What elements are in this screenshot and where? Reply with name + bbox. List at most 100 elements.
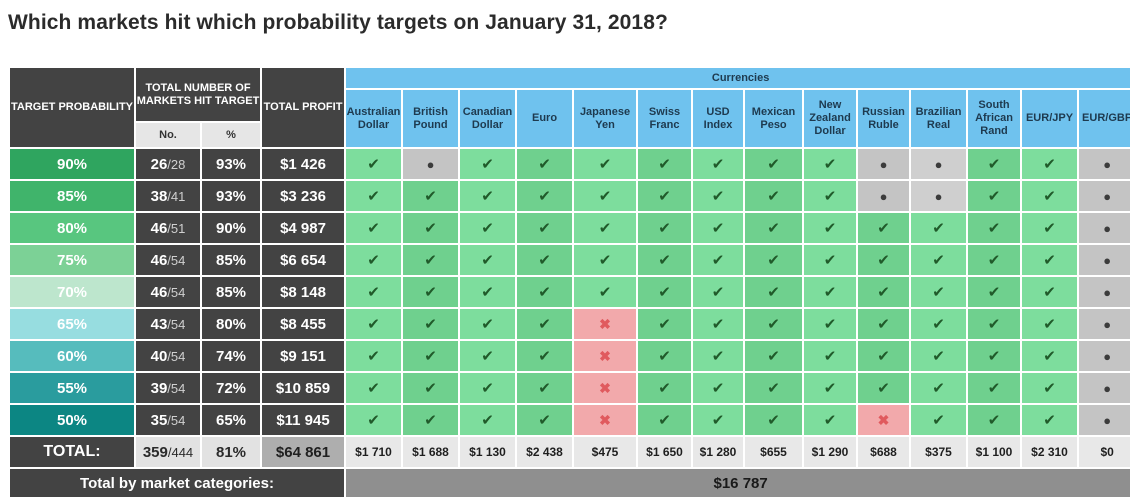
target-probability-cell: 75%	[8, 243, 136, 277]
currency-status-cell-euro: ✔	[515, 243, 575, 277]
currency-status-cell-australian-dollar: ✔	[344, 275, 404, 309]
currency-status-cell-eur-gbp: ●	[1077, 243, 1130, 277]
total-profit-cell: $11 945	[260, 403, 347, 437]
check-icon: ✔	[367, 348, 380, 365]
table-row: 50% 35/54 65% $11 945 ✔ ✔ ✔ ✔ ✖ ✔ ✔ ✔ ✔ ✖ ✔ ✔ ✔ ●	[8, 403, 1130, 437]
currency-status-cell-south-african-rand: ✔	[966, 339, 1023, 373]
markets-hit-cell: 46/54	[134, 243, 202, 277]
currency-total-brazilian-real: $375	[909, 435, 969, 469]
currency-status-cell-swiss-franc: ✔	[636, 307, 694, 341]
currency-status-cell-swiss-franc: ✔	[636, 371, 694, 405]
currency-status-cell-australian-dollar: ✔	[344, 147, 404, 181]
check-icon: ✔	[1043, 284, 1056, 301]
check-icon: ✔	[481, 316, 494, 333]
currency-status-cell-eur-gbp: ●	[1077, 371, 1130, 405]
check-icon: ✔	[711, 412, 725, 429]
table-row: 75% 46/54 85% $6 654 ✔ ✔ ✔ ✔ ✔ ✔ ✔ ✔ ✔ ✔ ✔ ✔ ✔ ●	[8, 243, 1130, 277]
currency-status-cell-british-pound: ✔	[401, 307, 461, 341]
check-icon: ✔	[424, 412, 437, 429]
check-icon: ✔	[987, 220, 1001, 237]
check-icon: ✔	[538, 156, 551, 173]
check-icon: ✔	[598, 252, 612, 269]
currency-status-cell-euro: ✔	[515, 403, 575, 437]
check-icon: ✔	[823, 156, 837, 173]
currency-header-new-zealand-dollar: New Zealand Dollar	[802, 88, 859, 149]
check-icon: ✔	[538, 316, 551, 333]
currency-status-cell-eur-jpy: ✔	[1020, 371, 1080, 405]
table-row: 80% 46/51 90% $4 987 ✔ ✔ ✔ ✔ ✔ ✔ ✔ ✔ ✔ ✔ ✔ ✔ ✔ ●	[8, 211, 1130, 245]
check-icon: ✔	[481, 348, 494, 365]
currency-status-cell-new-zealand-dollar: ✔	[802, 275, 859, 309]
header-total-profit: TOTAL PROFIT	[260, 66, 347, 149]
cross-icon: ✖	[599, 411, 611, 428]
check-icon: ✔	[481, 412, 494, 429]
check-icon: ✔	[367, 284, 380, 301]
currency-status-cell-mexican-peso: ✔	[743, 243, 805, 277]
markets-hit-percent: 65%	[199, 403, 263, 437]
check-icon: ✔	[877, 316, 890, 333]
currency-status-cell-canadian-dollar: ✔	[458, 371, 518, 405]
markets-total-count: /28	[167, 156, 186, 172]
currency-header-russian-ruble: Russian Ruble	[856, 88, 912, 149]
check-icon: ✔	[823, 188, 837, 205]
check-icon: ✔	[767, 220, 780, 237]
currency-status-cell-russian-ruble: ✔	[856, 211, 912, 245]
currency-status-cell-eur-gbp: ●	[1077, 403, 1130, 437]
check-icon: ✔	[658, 380, 671, 397]
markets-hit-percent: 85%	[199, 275, 263, 309]
currency-status-cell-british-pound: ✔	[401, 275, 461, 309]
currency-status-cell-australian-dollar: ✔	[344, 307, 404, 341]
page-title: Which markets hit which probability targ…	[8, 11, 668, 34]
markets-total-count: /51	[167, 220, 186, 236]
total-profit-cell: $6 654	[260, 243, 347, 277]
currency-total-usd-index: $1 280	[691, 435, 746, 469]
check-icon: ✔	[658, 316, 671, 333]
currency-status-cell-euro: ✔	[515, 339, 575, 373]
currency-status-cell-australian-dollar: ✔	[344, 243, 404, 277]
currency-status-cell-new-zealand-dollar: ✔	[802, 307, 859, 341]
check-icon: ✔	[481, 284, 494, 301]
currency-header-brazilian-real: Brazilian Real	[909, 88, 969, 149]
check-icon: ✔	[538, 348, 551, 365]
check-icon: ✔	[987, 316, 1001, 333]
markets-total-count: /54	[167, 380, 186, 396]
currency-status-cell-mexican-peso: ✔	[743, 147, 805, 181]
currency-status-cell-swiss-franc: ✔	[636, 403, 694, 437]
currency-status-cell-brazilian-real: ●	[909, 179, 969, 213]
markets-hit-count: 40	[150, 347, 168, 365]
check-icon: ✔	[367, 316, 380, 333]
currency-status-cell-canadian-dollar: ✔	[458, 211, 518, 245]
table-row: 90% 26/28 93% $1 426 ✔ ● ✔ ✔ ✔ ✔ ✔ ✔ ✔ ● ● ✔ ✔ ●	[8, 147, 1130, 181]
totals-row: TOTAL: 359/444 81% $64 861 $1 710 $1 688 $…	[8, 435, 1130, 469]
currency-total-mexican-peso: $655	[743, 435, 805, 469]
dot-icon: ●	[934, 156, 943, 172]
table-row: 60% 40/54 74% $9 151 ✔ ✔ ✔ ✔ ✖ ✔ ✔ ✔ ✔ ✔ ✔ ✔ ✔ ●	[8, 339, 1130, 373]
cross-icon: ✖	[599, 379, 611, 396]
markets-hit-count: 46	[150, 283, 168, 301]
markets-hit-cell: 38/41	[134, 179, 202, 213]
check-icon: ✔	[877, 220, 890, 237]
check-icon: ✔	[538, 188, 551, 205]
check-icon: ✔	[823, 348, 837, 365]
check-icon: ✔	[823, 380, 837, 397]
currency-header-row: Australian Dollar British Pound Canadian D…	[9, 88, 1130, 149]
check-icon: ✔	[932, 220, 945, 237]
currency-status-cell-british-pound: ✔	[401, 403, 461, 437]
check-icon: ✔	[932, 316, 945, 333]
check-icon: ✔	[711, 284, 725, 301]
currency-header-south-african-rand: South African Rand	[966, 88, 1023, 149]
check-icon: ✔	[1043, 348, 1056, 365]
dot-icon: ●	[879, 188, 888, 204]
header-target-probability: TARGET PROBABILITY	[8, 66, 136, 149]
currency-status-cell-brazilian-real: ✔	[909, 339, 969, 373]
check-icon: ✔	[598, 284, 612, 301]
currency-status-cell-canadian-dollar: ✔	[458, 307, 518, 341]
currency-status-cell-swiss-franc: ✔	[636, 275, 694, 309]
currency-total-euro: $2 438	[515, 435, 575, 469]
markets-hit-percent: 93%	[199, 179, 263, 213]
check-icon: ✔	[823, 252, 837, 269]
currency-status-cell-eur-jpy: ✔	[1020, 179, 1080, 213]
table-row: 70% 46/54 85% $8 148 ✔ ✔ ✔ ✔ ✔ ✔ ✔ ✔ ✔ ✔ ✔ ✔ ✔ ●	[8, 275, 1130, 309]
currency-status-cell-eur-jpy: ✔	[1020, 339, 1080, 373]
check-icon: ✔	[538, 220, 551, 237]
